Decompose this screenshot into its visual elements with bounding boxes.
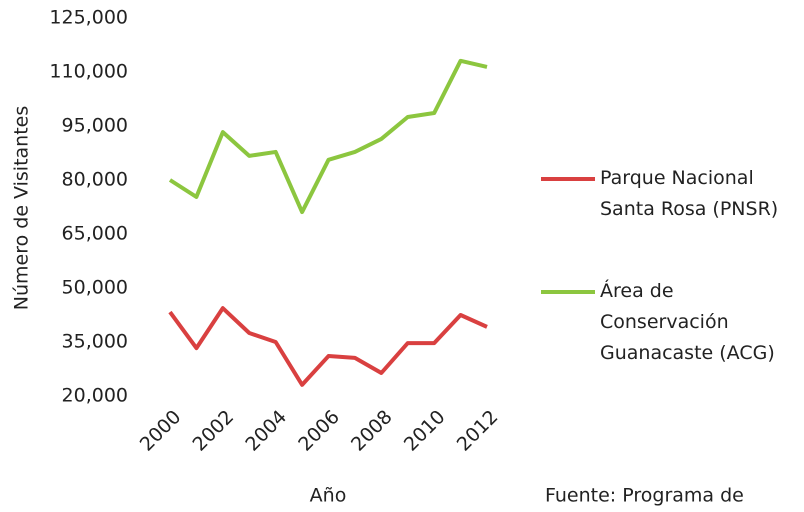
x-tick-label: 2008: [347, 406, 397, 456]
x-tick-label: 2006: [294, 406, 344, 456]
y-tick-label: 80,000: [62, 169, 128, 191]
source-note: Fuente: Programa de: [545, 485, 744, 507]
x-tick-label: 2002: [189, 406, 239, 456]
y-tick-label: 65,000: [62, 223, 128, 245]
legend-entry: Área de Conservación Guanacaste (ACG): [600, 280, 775, 364]
y-tick-label: 110,000: [49, 61, 128, 83]
y-tick-label: 50,000: [62, 277, 128, 299]
legend-label: Área de Conservación Guanacaste (ACG): [600, 280, 775, 364]
legend-label: Parque Nacional Santa Rosa (PNSR): [600, 167, 779, 220]
y-tick-label: 35,000: [62, 331, 128, 353]
x-tick-label: 2010: [400, 406, 450, 456]
y-tick-label: 95,000: [62, 115, 128, 137]
x-axis-label: Año: [310, 485, 347, 507]
legend-entry: Parque Nacional Santa Rosa (PNSR): [600, 167, 779, 220]
x-tick-label: 2004: [241, 406, 291, 456]
series-line: [168, 306, 488, 387]
x-tick-label: 2012: [453, 406, 503, 456]
x-tick-label: 2000: [136, 406, 186, 456]
y-axis-label: Número de Visitantes: [11, 106, 33, 311]
y-tick-label: 125,000: [49, 7, 128, 29]
y-tick-label: 20,000: [62, 385, 128, 407]
series-line: [168, 58, 488, 215]
